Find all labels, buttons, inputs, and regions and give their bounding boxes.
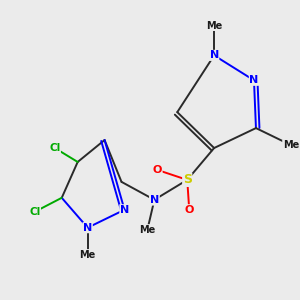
Text: Cl: Cl xyxy=(29,207,40,217)
Text: Me: Me xyxy=(139,225,155,235)
Text: N: N xyxy=(249,75,259,85)
Text: O: O xyxy=(184,205,194,215)
Text: S: S xyxy=(183,173,192,186)
Text: N: N xyxy=(83,223,92,233)
Text: Cl: Cl xyxy=(49,143,60,153)
Text: N: N xyxy=(120,205,129,215)
Text: N: N xyxy=(209,50,219,60)
Text: Me: Me xyxy=(283,140,299,150)
Text: N: N xyxy=(150,195,159,205)
Text: O: O xyxy=(153,165,162,175)
Text: Me: Me xyxy=(80,250,96,260)
Text: N: N xyxy=(150,195,159,205)
Text: Me: Me xyxy=(206,20,222,31)
